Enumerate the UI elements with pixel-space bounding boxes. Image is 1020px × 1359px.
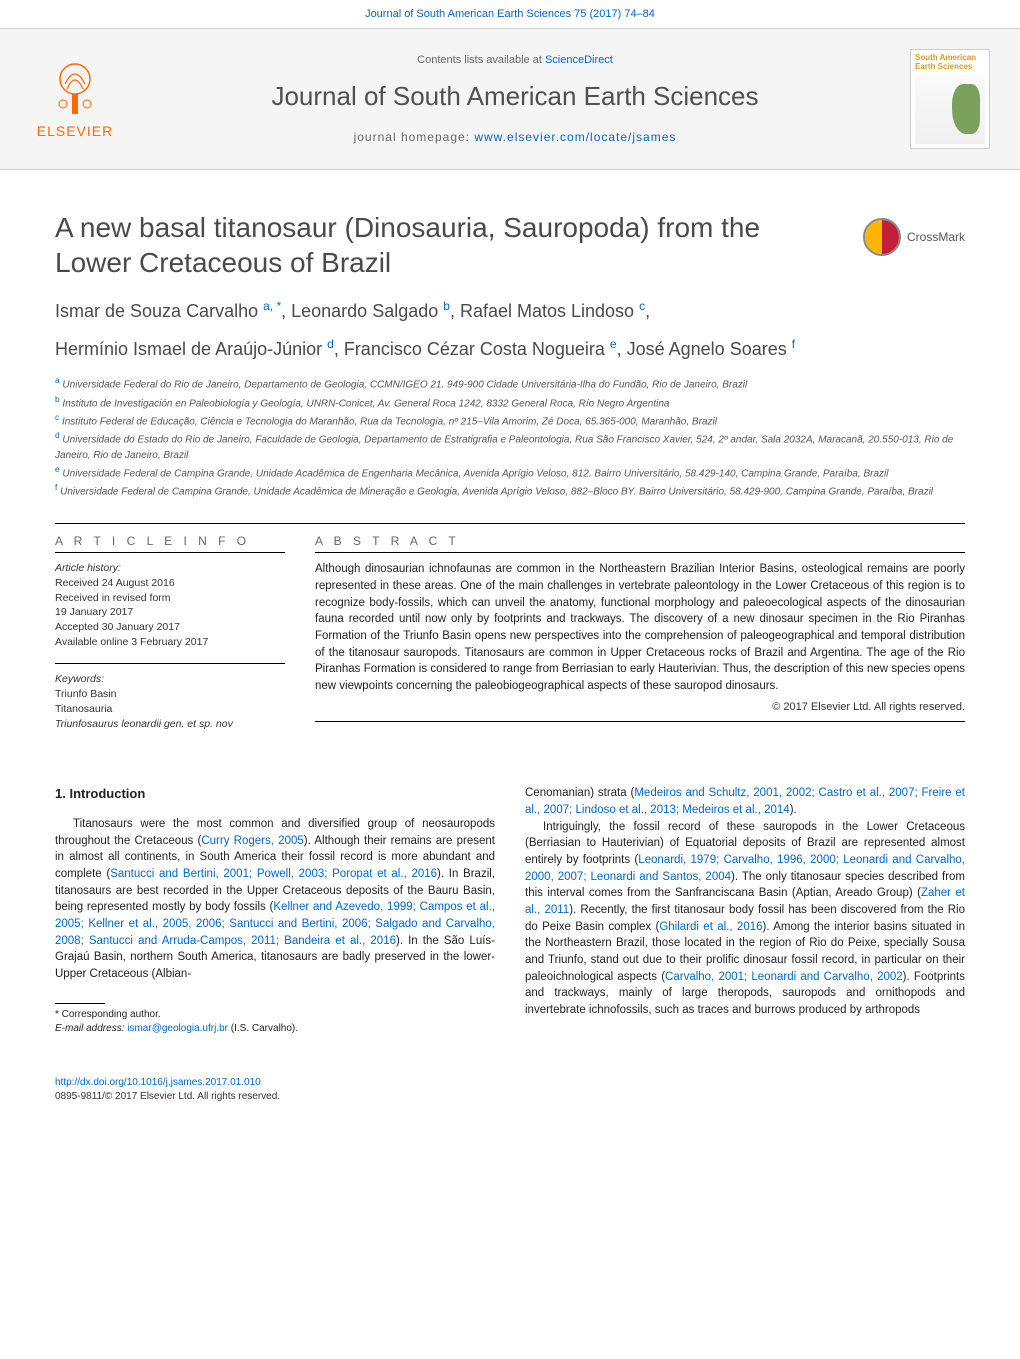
affiliation-f: f Universidade Federal de Campina Grande… xyxy=(55,481,965,499)
abstract-heading: A B S T R A C T xyxy=(315,534,965,548)
citation-bar: Journal of South American Earth Sciences… xyxy=(0,0,1020,28)
crossmark-icon xyxy=(863,218,901,256)
article-title: A new basal titanosaur (Dinosauria, Saur… xyxy=(55,210,843,280)
sciencedirect-link[interactable]: ScienceDirect xyxy=(545,54,613,66)
author-sep: , xyxy=(645,301,650,321)
revised-date: 19 January 2017 xyxy=(55,605,285,620)
copyright-line: © 2017 Elsevier Ltd. All rights reserved… xyxy=(315,701,965,713)
affiliation-e: e Universidade Federal de Campina Grande… xyxy=(55,463,965,481)
author-affil-marker[interactable]: a, * xyxy=(263,299,281,313)
header-center: Contents lists available at ScienceDirec… xyxy=(120,54,910,144)
intro-heading: 1. Introduction xyxy=(55,785,495,804)
article-info-heading: A R T I C L E I N F O xyxy=(55,534,285,548)
elsevier-tree-icon xyxy=(45,59,105,119)
article-body: A new basal titanosaur (Dinosauria, Saur… xyxy=(0,170,1020,1066)
author-affil-marker[interactable]: f xyxy=(792,337,795,351)
authors-line-2: Hermínio Ismael de Araújo-Júnior d, Fran… xyxy=(55,336,965,362)
divider xyxy=(55,523,965,524)
elsevier-text: ELSEVIER xyxy=(37,123,113,139)
affiliation-b: b Instituto de Investigación en Paleobio… xyxy=(55,393,965,411)
citation-link[interactable]: Curry Rogers, 2005 xyxy=(201,835,303,847)
intro-para-1: Titanosaurs were the most common and div… xyxy=(55,816,495,983)
received-date: Received 24 August 2016 xyxy=(55,576,285,591)
homepage-prefix: journal homepage: xyxy=(354,130,475,144)
divider xyxy=(55,663,285,664)
author-name: , Leonardo Salgado xyxy=(281,301,443,321)
affiliation-a: a Universidade Federal do Rio de Janeiro… xyxy=(55,374,965,392)
footer: http://dx.doi.org/10.1016/j.jsames.2017.… xyxy=(0,1066,1020,1134)
sciencedirect-line: Contents lists available at ScienceDirec… xyxy=(140,54,890,66)
citation-link[interactable]: Ghilardi et al., 2016 xyxy=(659,921,762,933)
history-label: Article history: xyxy=(55,561,285,576)
info-abstract-row: A R T I C L E I N F O Article history: R… xyxy=(55,534,965,745)
citation-link[interactable]: Journal of South American Earth Sciences… xyxy=(365,8,655,20)
author-affil-marker[interactable]: b xyxy=(443,299,450,313)
article-history: Article history: Received 24 August 2016… xyxy=(55,561,285,649)
author-name: , Francisco Cézar Costa Nogueira xyxy=(334,339,610,359)
citation-link[interactable]: Santucci and Bertini, 2001; Powell, 2003… xyxy=(110,868,437,880)
keyword: Triunfosaurus leonardii gen. et sp. nov xyxy=(55,717,285,732)
author-name: Hermínio Ismael de Araújo-Júnior xyxy=(55,339,327,359)
introduction-section: 1. Introduction Titanosaurs were the mos… xyxy=(55,785,965,1036)
revised-label: Received in revised form xyxy=(55,591,285,606)
contents-prefix: Contents lists available at xyxy=(417,54,545,66)
online-date: Available online 3 February 2017 xyxy=(55,635,285,650)
corresponding-author: * Corresponding author. E-mail address: … xyxy=(55,1003,495,1036)
journal-header: ELSEVIER Contents lists available at Sci… xyxy=(0,28,1020,170)
email-link[interactable]: ismar@geologia.ufrj.br xyxy=(127,1023,228,1034)
corresponding-email-line: E-mail address: ismar@geologia.ufrj.br (… xyxy=(55,1022,495,1036)
authors-line-1: Ismar de Souza Carvalho a, *, Leonardo S… xyxy=(55,298,965,324)
intro-para-2: Cenomanian) strata (Medeiros and Schultz… xyxy=(525,785,965,818)
author-name: Ismar de Souza Carvalho xyxy=(55,301,263,321)
homepage-link[interactable]: www.elsevier.com/locate/jsames xyxy=(474,130,676,144)
author-name: , Rafael Matos Lindoso xyxy=(450,301,639,321)
issn-line: 0895-9811/© 2017 Elsevier Ltd. All right… xyxy=(55,1091,280,1102)
keyword: Triunfo Basin xyxy=(55,687,285,702)
keywords-block: Keywords: Triunfo Basin Titanosauria Tri… xyxy=(55,672,285,731)
citation-link[interactable]: Carvalho, 2001; Leonardi and Carvalho, 2… xyxy=(665,971,903,983)
divider xyxy=(315,552,965,553)
abstract-column: A B S T R A C T Although dinosaurian ich… xyxy=(315,534,965,745)
doi-link[interactable]: http://dx.doi.org/10.1016/j.jsames.2017.… xyxy=(55,1077,261,1088)
divider xyxy=(315,721,965,722)
affiliation-d: d Universidade do Estado do Rio de Janei… xyxy=(55,429,965,462)
crossmark-badge[interactable]: CrossMark xyxy=(863,218,965,256)
cover-map xyxy=(915,75,985,144)
abstract-text: Although dinosaurian ichnofaunas are com… xyxy=(315,561,965,694)
journal-homepage: journal homepage: www.elsevier.com/locat… xyxy=(140,130,890,144)
south-america-shape-icon xyxy=(952,84,980,134)
article-info-column: A R T I C L E I N F O Article history: R… xyxy=(55,534,285,745)
keywords-label: Keywords: xyxy=(55,672,285,687)
intro-para-3: Intriguingly, the fossil record of these… xyxy=(525,819,965,1019)
keyword: Titanosauria xyxy=(55,702,285,717)
footnote-rule xyxy=(55,1003,105,1004)
accepted-date: Accepted 30 January 2017 xyxy=(55,620,285,635)
crossmark-label: CrossMark xyxy=(907,230,965,244)
title-row: A new basal titanosaur (Dinosauria, Saur… xyxy=(55,210,965,298)
affiliation-c: c Instituto Federal de Educação, Ciência… xyxy=(55,411,965,429)
author-name: , José Agnelo Soares xyxy=(617,339,792,359)
elsevier-logo[interactable]: ELSEVIER xyxy=(30,54,120,144)
author-affil-marker[interactable]: d xyxy=(327,337,334,351)
journal-cover-thumbnail[interactable]: South American Earth Sciences xyxy=(910,49,990,149)
journal-title: Journal of South American Earth Sciences xyxy=(140,81,890,112)
author-affil-marker[interactable]: e xyxy=(610,337,617,351)
divider xyxy=(55,552,285,553)
cover-title: South American Earth Sciences xyxy=(915,54,985,72)
affiliations: a Universidade Federal do Rio de Janeiro… xyxy=(55,374,965,499)
corresponding-label: * Corresponding author. xyxy=(55,1008,495,1022)
